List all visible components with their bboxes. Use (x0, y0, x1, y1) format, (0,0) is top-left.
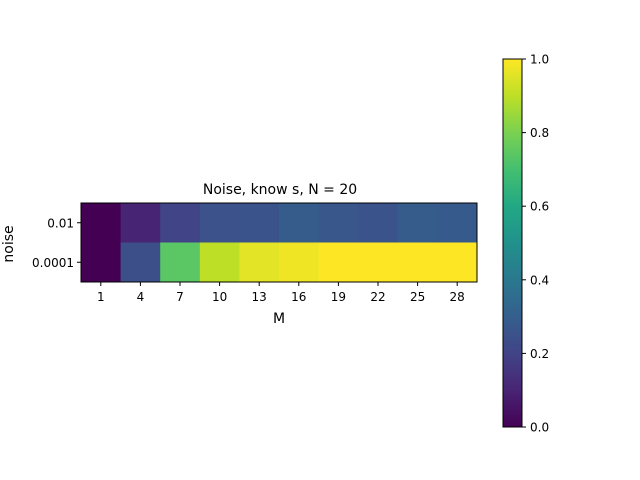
x-tick-label: 28 (450, 290, 465, 304)
colorbar-tick-label: 0.8 (530, 126, 549, 140)
x-tick-label: 1 (97, 290, 105, 304)
x-tick-label: 13 (252, 290, 267, 304)
heatmap-cell (358, 203, 399, 243)
colorbar-tick-label: 0.0 (530, 421, 549, 435)
heatmap-cell (81, 242, 122, 283)
x-tick-label: 19 (331, 290, 346, 304)
x-tick-label: 4 (137, 290, 145, 304)
x-tick-label: 10 (212, 290, 227, 304)
heatmap-cell (279, 203, 320, 243)
x-tick-label: 7 (176, 290, 184, 304)
colorbar-tick-label: 1.0 (530, 53, 549, 67)
y-tick-label: 0.0001 (32, 256, 74, 270)
x-tick-label: 16 (291, 290, 306, 304)
heatmap-cell (120, 203, 161, 243)
heatmap-cell (358, 242, 399, 283)
heatmap-cell (81, 203, 122, 243)
heatmap-cell (160, 203, 201, 243)
heatmap-cell (318, 203, 359, 243)
heatmap-cells (81, 203, 478, 283)
colorbar-tick-label: 0.2 (530, 347, 549, 361)
colorbar-tick-label: 0.4 (530, 273, 549, 287)
x-axis-ticks: 1 4 7 10 13 16 19 22 25 28 (97, 282, 465, 304)
chart-title: Noise, know s, N = 20 (203, 182, 357, 198)
colorbar-ticks: 0.0 0.2 0.4 0.6 0.8 1.0 (522, 53, 549, 435)
heatmap-cell (437, 242, 478, 283)
x-axis-label: M (273, 311, 285, 327)
colorbar-tick-label: 0.6 (530, 200, 549, 214)
heatmap-cell (199, 242, 240, 283)
y-axis-label: noise (1, 225, 17, 262)
heatmap-cell (397, 242, 438, 283)
heatmap-cell (239, 203, 280, 243)
heatmap-cell (120, 242, 161, 283)
colorbar (502, 58, 523, 428)
heatmap-cell (437, 203, 478, 243)
x-tick-label: 22 (370, 290, 385, 304)
plot-frame (80, 202, 478, 283)
heatmap-cell (160, 242, 201, 283)
y-tick-label: 0.01 (47, 216, 74, 230)
heatmap-cell (318, 242, 359, 283)
heatmap-cell (239, 242, 280, 283)
heatmap-cell (279, 242, 320, 283)
heatmap-cell (199, 203, 240, 243)
y-axis-ticks: 0.01 0.0001 (32, 216, 81, 270)
heatmap-cell (397, 203, 438, 243)
x-tick-label: 25 (410, 290, 425, 304)
